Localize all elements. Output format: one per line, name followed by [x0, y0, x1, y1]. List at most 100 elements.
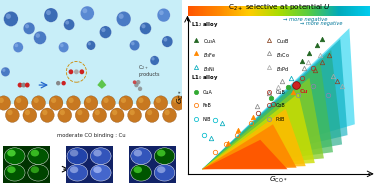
Text: $B_3$Pd: $B_3$Pd — [276, 65, 289, 74]
Bar — [0, 0, 182, 104]
Polygon shape — [202, 28, 355, 169]
Circle shape — [118, 14, 124, 19]
Text: CuA: CuA — [203, 90, 213, 94]
Circle shape — [8, 110, 13, 115]
Circle shape — [121, 98, 126, 103]
Circle shape — [65, 21, 69, 25]
Circle shape — [93, 150, 102, 156]
Polygon shape — [202, 78, 324, 169]
Text: $B_3$Co: $B_3$Co — [276, 51, 290, 60]
Text: Cu$_3$B: Cu$_3$B — [276, 37, 290, 46]
Circle shape — [33, 98, 39, 103]
Circle shape — [31, 166, 39, 173]
Circle shape — [159, 10, 164, 15]
Circle shape — [4, 148, 25, 164]
Text: L1$_2$ alloy: L1$_2$ alloy — [191, 20, 219, 29]
Text: $B_3$Fe: $B_3$Fe — [203, 51, 216, 60]
Circle shape — [21, 83, 26, 88]
Polygon shape — [202, 62, 333, 169]
Circle shape — [88, 42, 91, 45]
Circle shape — [129, 40, 140, 51]
Polygon shape — [202, 93, 315, 169]
Circle shape — [23, 22, 35, 34]
Circle shape — [70, 166, 78, 173]
Text: → more negative: → more negative — [283, 17, 328, 22]
Circle shape — [25, 110, 30, 115]
Circle shape — [77, 110, 82, 115]
Text: +: + — [28, 164, 36, 174]
Circle shape — [112, 110, 117, 115]
Circle shape — [60, 43, 64, 47]
Circle shape — [58, 108, 72, 122]
Circle shape — [15, 43, 18, 47]
Circle shape — [171, 96, 185, 110]
Text: CuB: CuB — [276, 90, 286, 94]
Circle shape — [18, 83, 22, 88]
Circle shape — [136, 96, 150, 110]
Text: PdB: PdB — [276, 117, 285, 122]
Circle shape — [60, 110, 65, 115]
Circle shape — [131, 164, 152, 181]
Text: Cu: Cu — [299, 89, 308, 94]
Circle shape — [0, 98, 4, 103]
Circle shape — [23, 108, 37, 122]
Text: FeB: FeB — [203, 103, 212, 108]
Circle shape — [131, 42, 135, 45]
Circle shape — [62, 81, 66, 85]
Circle shape — [93, 108, 106, 122]
Circle shape — [40, 108, 54, 122]
Circle shape — [129, 110, 135, 115]
Circle shape — [94, 110, 100, 115]
Circle shape — [80, 6, 94, 20]
Circle shape — [68, 98, 74, 103]
Circle shape — [157, 8, 170, 22]
Circle shape — [134, 166, 142, 173]
X-axis label: $G_{\mathrm{CO*}}$: $G_{\mathrm{CO*}}$ — [269, 175, 288, 185]
Text: Cu$_3$A: Cu$_3$A — [203, 37, 217, 46]
Circle shape — [154, 148, 175, 164]
Circle shape — [67, 148, 88, 164]
Circle shape — [31, 150, 39, 156]
Circle shape — [165, 110, 170, 115]
Circle shape — [32, 96, 45, 110]
Circle shape — [56, 81, 60, 85]
Text: C$_{2+}$ selective at potential $U$: C$_{2+}$ selective at potential $U$ — [228, 3, 331, 13]
Polygon shape — [97, 79, 106, 89]
Circle shape — [147, 110, 152, 115]
Circle shape — [141, 24, 146, 28]
Circle shape — [150, 56, 159, 65]
Circle shape — [70, 150, 78, 156]
Circle shape — [93, 166, 102, 173]
Circle shape — [75, 108, 89, 122]
Circle shape — [42, 110, 48, 115]
Circle shape — [46, 10, 51, 15]
Circle shape — [134, 150, 142, 156]
Circle shape — [69, 69, 73, 74]
Text: → more negative: → more negative — [300, 21, 343, 26]
Circle shape — [58, 42, 69, 53]
Circle shape — [64, 19, 75, 30]
Circle shape — [128, 108, 141, 122]
Circle shape — [0, 96, 10, 110]
Circle shape — [173, 98, 178, 103]
Text: L1$_0$ alloy: L1$_0$ alloy — [191, 73, 219, 81]
Circle shape — [154, 164, 175, 181]
Text: CoB: CoB — [276, 103, 285, 108]
Circle shape — [157, 150, 165, 156]
Circle shape — [133, 80, 136, 84]
Circle shape — [4, 11, 18, 26]
Circle shape — [7, 166, 16, 173]
Text: NiB: NiB — [203, 117, 211, 122]
Circle shape — [163, 108, 176, 122]
Polygon shape — [202, 109, 306, 169]
Circle shape — [13, 42, 23, 53]
Circle shape — [110, 108, 124, 122]
Circle shape — [86, 41, 96, 50]
Circle shape — [86, 98, 91, 103]
Polygon shape — [202, 124, 297, 169]
Circle shape — [119, 96, 133, 110]
Polygon shape — [202, 39, 348, 169]
Circle shape — [4, 164, 25, 181]
Circle shape — [6, 14, 11, 19]
Circle shape — [36, 33, 40, 38]
